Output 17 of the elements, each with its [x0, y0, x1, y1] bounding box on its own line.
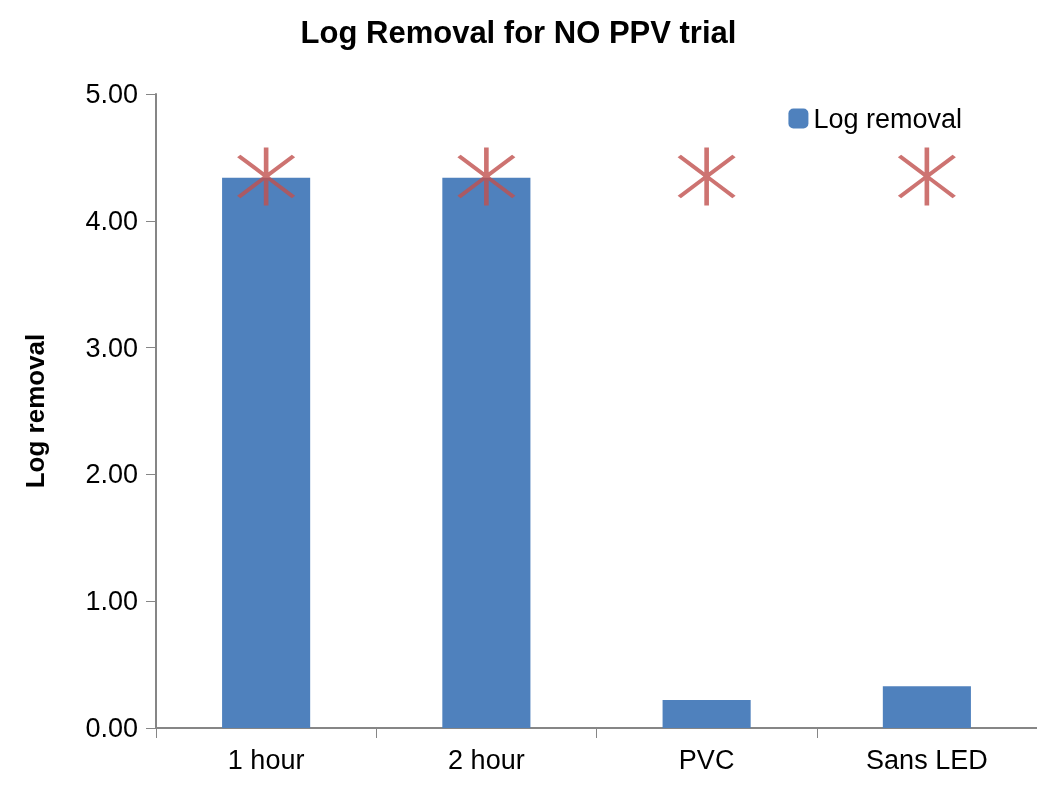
bar [882, 686, 971, 728]
x-tick-label: Sans LED [866, 744, 988, 775]
x-tick-label: PVC [678, 744, 735, 775]
y-tick-label: 0.00 [85, 713, 138, 743]
y-tick-label: 5.00 [85, 79, 138, 109]
y-tick-label: 1.00 [85, 586, 138, 617]
y-tick-label: 3.00 [85, 332, 138, 363]
bar [222, 177, 311, 728]
chart-title: Log Removal for NO PPV trial [300, 15, 737, 50]
y-tick-label: 4.00 [85, 205, 138, 236]
bar [442, 177, 531, 728]
x-tick-label: 2 hour [448, 744, 525, 775]
bar [662, 700, 751, 728]
x-tick-label: 1 hour [227, 744, 305, 775]
y-tick-label: 2.00 [85, 459, 138, 490]
legend-label: Log removal [813, 103, 963, 134]
y-axis-title: Log removal [20, 333, 50, 489]
